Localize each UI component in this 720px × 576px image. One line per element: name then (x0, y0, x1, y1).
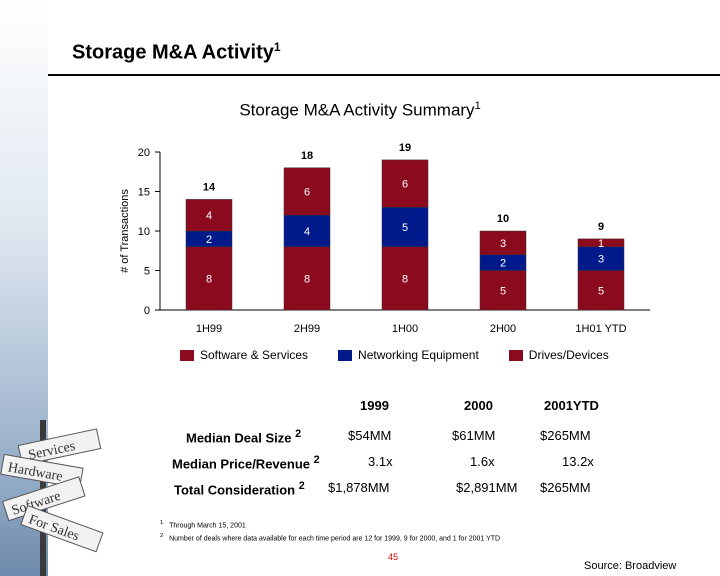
stats-cell: $1,878MM (328, 480, 390, 495)
y-tick-label: 20 (138, 147, 150, 159)
bar-segment (479, 270, 527, 311)
bar-total-label: 18 (301, 150, 313, 162)
footnote-1: 1 Through March 15, 2001 (160, 520, 246, 530)
bar-segment (479, 230, 527, 255)
y-tick-label: 10 (138, 226, 150, 238)
stats-cell: $265MM (540, 480, 591, 495)
stats-cell: $61MM (452, 428, 496, 443)
bar-value-label: 8 (304, 273, 310, 285)
page-title: Storage M&A Activity1 (72, 40, 281, 64)
bar-value-label: 6 (304, 187, 310, 199)
y-tick-label: 5 (144, 266, 150, 278)
stats-cell: 13.2x (562, 454, 594, 469)
bar-value-label: 1 (598, 238, 604, 250)
bar-segment (283, 167, 331, 216)
x-tick-label: 1H01 YTD (575, 323, 626, 335)
bar-value-label: 4 (304, 226, 310, 238)
bar-value-label: 3 (598, 254, 604, 266)
stats-year-2001ytd: 2001YTD (544, 398, 599, 413)
source-note: Source: Broadview (584, 560, 677, 572)
bar-value-label: 4 (206, 210, 212, 222)
signpost-graphic: Services Hardware Software For Sales (0, 420, 104, 576)
bar-total-label: 19 (399, 142, 411, 154)
bar-value-label: 6 (402, 179, 408, 191)
x-tick-label: 2H99 (294, 323, 320, 335)
bar-segment (577, 238, 625, 248)
bar-segment (283, 214, 331, 248)
bar-value-label: 8 (402, 273, 408, 285)
bar-total-label: 9 (598, 221, 604, 233)
legend-swatch-networking (338, 349, 353, 361)
legend-item-drives: Drives/Devices (508, 348, 609, 362)
bar-segment (185, 246, 233, 311)
legend-swatch-drives (508, 349, 523, 361)
stats-cell: 1.6x (470, 454, 495, 469)
y-tick-label: 15 (138, 187, 150, 199)
footnote-2: 2 Number of deals where data available f… (160, 533, 501, 543)
x-tick-label: 2H00 (490, 323, 516, 335)
bar-value-label: 5 (500, 285, 506, 297)
title-divider (48, 74, 720, 76)
y-axis-label: # of Transactions (119, 189, 131, 273)
page-number: 45 (388, 552, 399, 562)
bar-value-label: 5 (598, 285, 604, 297)
bar-segment (381, 207, 429, 248)
legend-item-software: Software & Services (180, 348, 308, 362)
bar-value-label: 5 (402, 222, 408, 234)
stats-label-total-consideration: Total Consideration 2 (174, 480, 305, 498)
legend-swatch-software (180, 349, 194, 361)
x-tick-label: 1H99 (196, 323, 222, 335)
footnotes: 1 Through March 15, 2001 2 Number of dea… (160, 518, 500, 545)
bar-value-label: 8 (206, 273, 212, 285)
bar-segment (283, 246, 331, 311)
chart-legend: Software & Services Networking Equipment… (180, 348, 639, 362)
stats-cell: $54MM (348, 428, 392, 443)
stats-year-1999: 1999 (360, 398, 389, 413)
stats-cell: $265MM (540, 428, 591, 443)
stats-cell: 3.1x (368, 454, 393, 469)
stats-cell: $2,891MM (456, 480, 518, 495)
bar-segment (381, 159, 429, 208)
bar-value-label: 3 (500, 238, 506, 250)
legend-item-networking: Networking Equipment (338, 348, 479, 362)
chart-title: Storage M&A Activity Summary1 (239, 100, 481, 120)
bar-segment (577, 270, 625, 311)
bar-total-label: 10 (497, 213, 509, 225)
bar-total-label: 14 (203, 181, 216, 193)
bar-value-label: 2 (206, 234, 212, 246)
bar-segment (185, 199, 233, 232)
y-tick-label: 0 (144, 305, 150, 317)
stats-label-deal-size: Median Deal Size 2 (186, 428, 302, 446)
stats-label-price-revenue: Median Price/Revenue 2 (172, 454, 320, 472)
stats-year-2000: 2000 (464, 398, 493, 413)
bar-segment (381, 246, 429, 311)
x-tick-label: 1H00 (392, 323, 418, 335)
bar-value-label: 2 (500, 258, 506, 270)
